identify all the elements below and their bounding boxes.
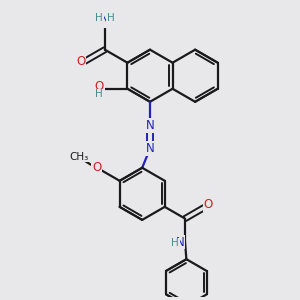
Text: H: H — [107, 14, 115, 23]
Text: O: O — [95, 80, 104, 93]
Text: N: N — [146, 119, 154, 132]
Text: N: N — [100, 14, 109, 27]
Text: CH₃: CH₃ — [69, 152, 88, 162]
Text: N: N — [176, 236, 184, 248]
Text: H: H — [95, 89, 103, 100]
Text: O: O — [92, 161, 101, 174]
Text: O: O — [76, 55, 85, 68]
Text: O: O — [203, 198, 213, 212]
Text: H: H — [95, 14, 103, 23]
Text: N: N — [146, 142, 154, 155]
Text: H: H — [171, 238, 179, 248]
